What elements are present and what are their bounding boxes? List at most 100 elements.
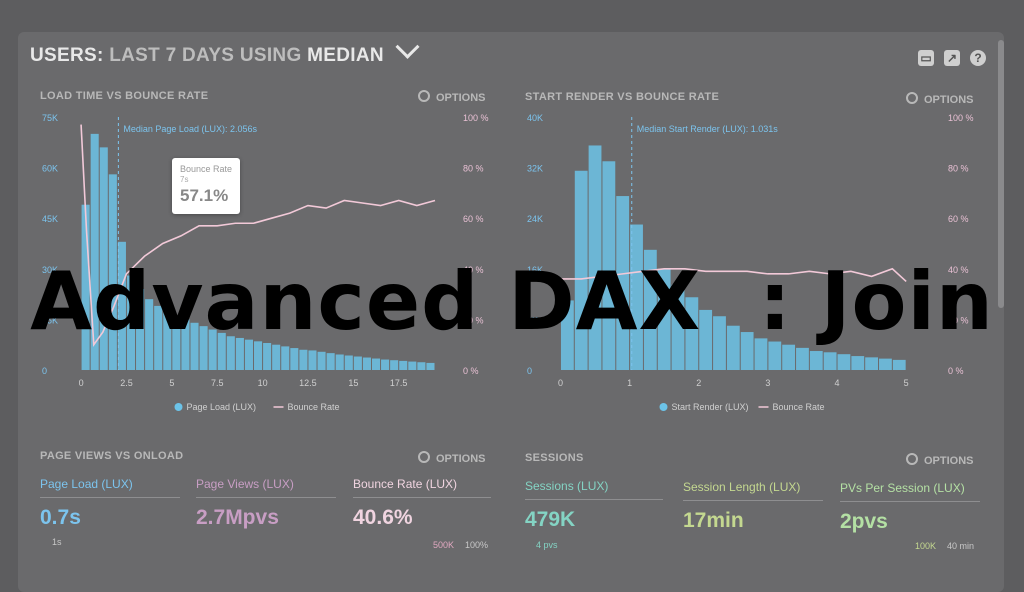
bar — [290, 348, 299, 370]
x-tick-label: 10 — [258, 378, 268, 388]
bar — [602, 161, 616, 370]
y2-tick-label: 80 % — [948, 164, 969, 174]
bar — [317, 351, 326, 370]
bar — [263, 343, 272, 370]
bar — [99, 147, 108, 370]
overlay-title: Advanced DAX : Join — [30, 255, 994, 348]
bar — [426, 362, 435, 370]
title-metric[interactable]: MEDIAN — [307, 45, 384, 66]
x-tick-label: 5 — [169, 378, 174, 388]
x-tick-label: 12.5 — [299, 378, 317, 388]
title-prefix: USERS: — [30, 45, 104, 66]
median-label: Median Start Render (LUX): 1.031s — [637, 124, 779, 134]
divider — [40, 497, 180, 498]
bar — [399, 360, 408, 370]
bar — [865, 357, 879, 370]
gear-icon — [418, 451, 430, 463]
session-length-metric-label: Session Length (LUX) — [683, 480, 801, 494]
bar — [326, 353, 335, 370]
sessions-axis-right: 40 min — [947, 541, 975, 551]
scrollbar[interactable] — [998, 40, 1004, 308]
y-tick-label: 0 — [527, 366, 532, 376]
median-label: Median Page Load (LUX): 2.056s — [123, 124, 257, 134]
page-title[interactable]: USERS: LAST 7 DAYS USING MEDIAN — [30, 34, 421, 67]
bar — [657, 268, 671, 370]
divider — [683, 500, 823, 501]
bar — [699, 309, 713, 370]
bar — [588, 145, 602, 370]
bar — [308, 350, 317, 370]
bar — [823, 352, 837, 370]
gear-icon — [418, 90, 430, 102]
legend-label: Bounce Rate — [288, 402, 340, 412]
x-tick-label: 4 — [835, 378, 840, 388]
bar — [335, 354, 344, 370]
y-tick-label: 32K — [527, 164, 543, 174]
y-tick-label: 0 — [42, 366, 47, 376]
bar — [574, 170, 588, 370]
y2-tick-label: 40 % — [463, 265, 484, 275]
y-tick-label: 75K — [42, 113, 58, 123]
y2-tick-label: 20 % — [948, 315, 969, 325]
sessions-options-button[interactable]: OPTIONS — [906, 453, 974, 467]
page-views-options-button[interactable]: OPTIONS — [418, 451, 486, 465]
x-tick-label: 0 — [558, 378, 563, 388]
load-time-options-button[interactable]: OPTIONS — [418, 90, 486, 104]
sessions-panel-title: SESSIONS — [525, 452, 584, 464]
bar — [754, 338, 768, 370]
bar — [560, 300, 574, 370]
y2-tick-label: 60 % — [948, 214, 969, 224]
bar — [208, 329, 217, 370]
load-time-panel-title: LOAD TIME VS BOUNCE RATE — [40, 90, 209, 102]
bar — [272, 344, 281, 370]
bar — [163, 310, 172, 370]
bar — [740, 332, 754, 370]
bar — [299, 349, 308, 370]
options-label: OPTIONS — [924, 455, 974, 467]
bar — [353, 356, 362, 370]
bar — [254, 341, 263, 370]
sessions-metric-label: Sessions (LUX) — [525, 479, 609, 493]
y-tick-label: 16K — [527, 265, 543, 275]
bar — [181, 319, 190, 370]
start-render-options-button[interactable]: OPTIONS — [906, 92, 974, 106]
bar — [154, 305, 163, 370]
x-tick-label: 2 — [696, 378, 701, 388]
bar — [630, 224, 643, 370]
tooltip-title: Bounce Rate — [180, 164, 233, 174]
bar — [281, 346, 290, 370]
page-views-axis-left: 500K — [433, 540, 455, 550]
tooltip-sub: 7s — [180, 175, 189, 184]
title-range[interactable]: LAST 7 DAYS — [109, 45, 235, 66]
bar — [671, 284, 685, 370]
page-views-metric-label: Page Views (LUX) — [196, 477, 294, 491]
y2-tick-label: 0 % — [463, 366, 479, 376]
page-views-metric-value: 2.7Mpvs — [196, 506, 279, 529]
options-label: OPTIONS — [436, 453, 486, 465]
x-tick-label: 0 — [79, 378, 84, 388]
page-load-metric-label: Page Load (LUX) — [40, 477, 133, 491]
y2-tick-label: 0 % — [948, 366, 964, 376]
bar — [90, 133, 99, 370]
gear-icon — [906, 453, 918, 465]
bar — [117, 241, 126, 370]
y-tick-label: 40K — [527, 113, 543, 123]
share-icon[interactable]: ↗ — [944, 50, 960, 66]
legend-label: Start Render (LUX) — [672, 402, 749, 412]
bar — [837, 354, 851, 370]
bounce-rate-metric-value: 40.6% — [353, 506, 413, 529]
help-icon[interactable]: ? — [970, 50, 986, 66]
bar — [226, 336, 235, 370]
bar — [879, 358, 892, 370]
start-render-panel-title: START RENDER VS BOUNCE RATE — [525, 91, 720, 103]
y2-tick-label: 20 % — [463, 315, 484, 325]
bounce-rate-metric-label: Bounce Rate (LUX) — [353, 477, 458, 491]
bar — [417, 362, 426, 370]
legend-label: Bounce Rate — [773, 402, 825, 412]
sessions-metric-value: 479K — [525, 508, 576, 531]
page-load-metric-sub: 1s — [52, 537, 62, 547]
monitor-icon[interactable]: ▭ — [918, 50, 934, 66]
y-tick-label: 15K — [42, 315, 58, 325]
bounce-rate-tooltip: Bounce Rate 7s 57.1% — [172, 158, 240, 214]
x-tick-label: 17.5 — [390, 378, 408, 388]
